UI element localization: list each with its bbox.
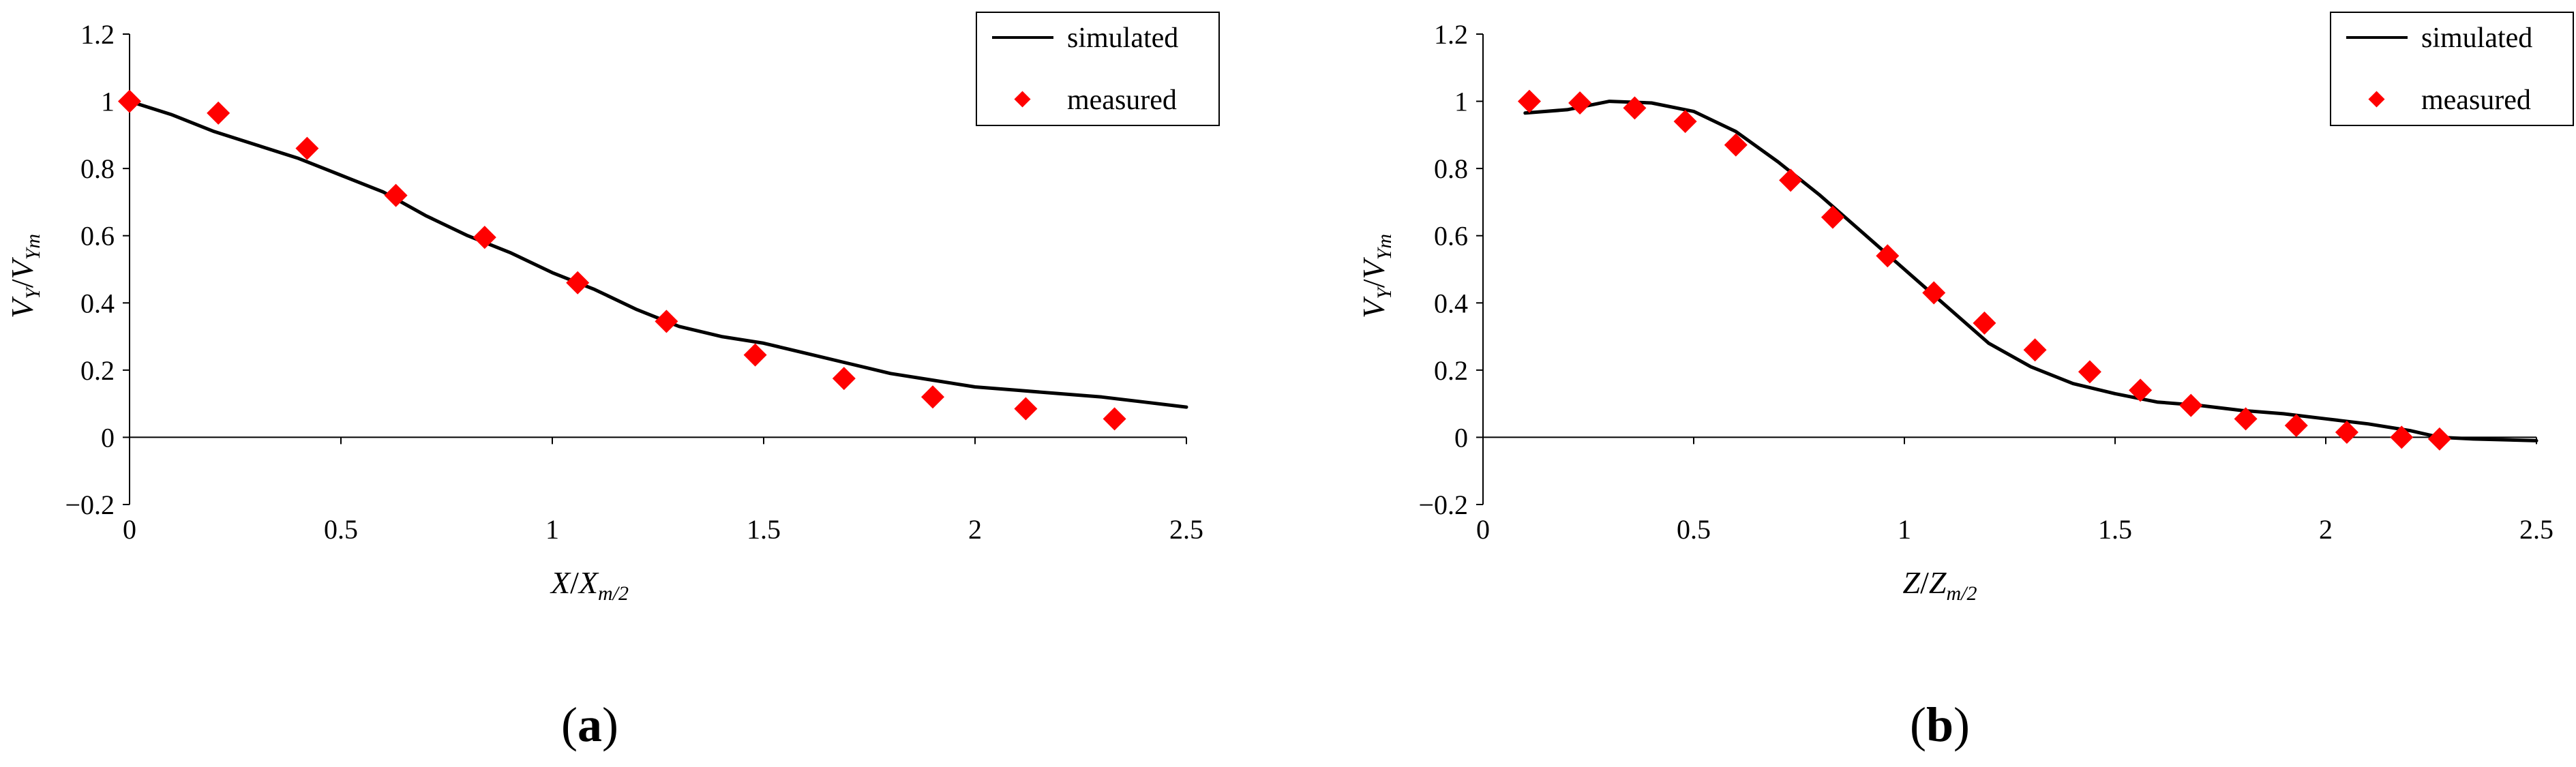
data-point-measured xyxy=(2023,338,2047,362)
data-point-measured xyxy=(1876,244,1900,268)
x-tick-labels: 0 0.5 1 1.5 2 2.5 xyxy=(123,514,1203,545)
y-tick-label: 0.8 xyxy=(1434,153,1468,184)
legend-measured-label: measured xyxy=(1067,85,1177,116)
data-point-measured xyxy=(566,271,590,295)
y-tick-label: −0.2 xyxy=(1418,490,1468,520)
data-point-measured xyxy=(1779,168,1803,192)
y-tick-label: 1 xyxy=(1454,87,1468,117)
legend-box xyxy=(2330,12,2574,126)
chart-panel-a: 0 0.5 1 1.5 2 2.5 −0.2 0 0.2 0.4 0.6 0.8 1 1.2 X/Xm/… xyxy=(5,12,1220,752)
x-tick-label: 1.5 xyxy=(2098,514,2132,545)
legend-measured-swatch xyxy=(1014,91,1031,108)
chart-panel-b: 0 0.5 1 1.5 2 2.5 −0.2 0 0.2 0.4 0.6 0.8 1 1.2 Z/Zm/… xyxy=(1356,12,2574,752)
x-tick-label: 2.5 xyxy=(1169,514,1203,545)
legend: simulated measured xyxy=(976,12,1220,126)
x-tick-label: 0.5 xyxy=(1677,514,1711,545)
y-axis-label: VY/VYm xyxy=(1356,234,1396,318)
data-point-measured xyxy=(1568,91,1592,115)
data-point-measured xyxy=(2284,414,2308,438)
data-point-measured xyxy=(1014,397,1038,421)
x-tick-label: 1 xyxy=(545,514,559,545)
x-tick-label: 1 xyxy=(1898,514,1911,545)
data-point-measured xyxy=(1517,89,1541,113)
legend-simulated-label: simulated xyxy=(1067,22,1178,54)
x-tick-label: 2.5 xyxy=(2519,514,2553,545)
x-tick-label: 1.5 xyxy=(747,514,781,545)
x-tick-label: 0.5 xyxy=(324,514,358,545)
data-point-measured xyxy=(1724,133,1748,157)
x-axis-label: X/Xm/2 xyxy=(550,565,629,605)
y-tick-labels: −0.2 0 0.2 0.4 0.6 0.8 1 1.2 xyxy=(65,19,115,520)
y-tick-label: 1 xyxy=(101,87,115,117)
data-point-measured xyxy=(2078,360,2101,384)
legend-measured-label: measured xyxy=(2421,85,2531,116)
data-point-measured xyxy=(1673,110,1697,134)
y-tick-label: 0 xyxy=(1454,422,1468,453)
y-tick-labels: −0.2 0 0.2 0.4 0.6 0.8 1 1.2 xyxy=(1418,19,1468,520)
panel-label-b: (b) xyxy=(1910,697,1970,752)
x-axis-label: Z/Zm/2 xyxy=(1903,565,1977,605)
data-point-measured xyxy=(743,343,767,367)
data-point-measured xyxy=(118,89,141,113)
x-tick-label: 0 xyxy=(123,514,136,545)
plot-area xyxy=(1517,89,2538,451)
legend-simulated-label: simulated xyxy=(2421,22,2532,54)
data-point-measured xyxy=(295,136,319,160)
data-point-measured xyxy=(2390,425,2414,449)
legend-box xyxy=(976,12,1220,126)
data-point-measured xyxy=(1973,311,1996,335)
data-point-measured xyxy=(384,183,408,207)
y-tick-label: 1.2 xyxy=(1434,19,1468,50)
data-point-measured xyxy=(2427,427,2451,451)
y-tick-label: 0.6 xyxy=(80,221,115,252)
panel-label-a: (a) xyxy=(561,697,618,752)
data-point-measured xyxy=(1103,407,1126,431)
legend: simulated measured xyxy=(2330,12,2574,126)
data-point-measured xyxy=(1922,281,1946,305)
x-tick-labels: 0 0.5 1 1.5 2 2.5 xyxy=(1476,514,2553,545)
data-point-measured xyxy=(2335,421,2358,445)
axes xyxy=(1476,33,2537,505)
data-point-measured xyxy=(2234,407,2258,431)
x-tick-label: 2 xyxy=(2319,514,2333,545)
series-line-simulated xyxy=(128,100,1188,409)
plot-area xyxy=(118,89,1188,431)
series-line-simulated xyxy=(1523,100,2538,442)
data-point-measured xyxy=(473,226,496,250)
y-tick-label: 0.6 xyxy=(1434,221,1468,252)
data-point-measured xyxy=(655,310,678,333)
y-tick-label: 0 xyxy=(101,422,115,453)
x-tick-label: 0 xyxy=(1476,514,1490,545)
y-tick-label: 0.2 xyxy=(1434,355,1468,386)
y-tick-label: 0.8 xyxy=(80,153,115,184)
x-tick-label: 2 xyxy=(968,514,982,545)
data-point-measured xyxy=(921,385,944,409)
y-tick-label: −0.2 xyxy=(65,490,115,520)
data-point-measured xyxy=(2129,378,2153,402)
y-tick-label: 0.2 xyxy=(80,355,115,386)
y-tick-label: 0.4 xyxy=(1434,288,1468,318)
data-point-measured xyxy=(2179,393,2203,417)
data-point-measured xyxy=(1623,96,1647,120)
y-tick-label: 1.2 xyxy=(80,19,115,50)
data-point-measured xyxy=(207,101,230,125)
data-point-measured xyxy=(832,367,856,391)
y-tick-label: 0.4 xyxy=(80,288,115,318)
y-axis-label: VY/VYm xyxy=(5,234,44,318)
data-point-measured xyxy=(1821,205,1844,229)
